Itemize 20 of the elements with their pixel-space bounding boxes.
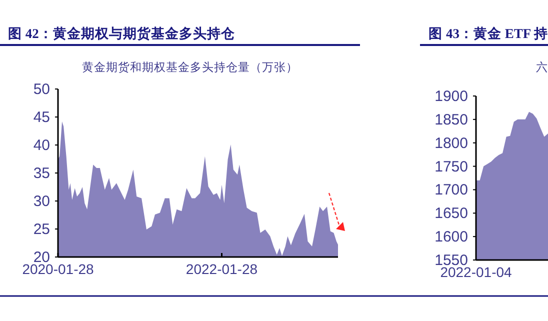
chart-subtitle: 黄金期货和期权基金多头持仓量（万张）	[82, 61, 298, 75]
chart-subtitle: 六	[536, 60, 548, 75]
y-tick-label: 1700	[434, 182, 468, 199]
y-tick-label: 30	[33, 193, 50, 210]
y-tick-label: 35	[33, 165, 50, 182]
y-tick-label: 1650	[434, 205, 468, 222]
y-tick-label: 25	[33, 221, 50, 238]
y-tick-label: 1600	[434, 228, 468, 246]
chart-title: 图 43：黄金 ETF 持	[428, 26, 548, 41]
y-tick-label: 1800	[434, 134, 468, 152]
y-tick-label: 1850	[434, 111, 468, 128]
y-tick-label: 40	[33, 137, 50, 154]
text: 2022-01-04	[440, 264, 512, 280]
x-tick-label: 2020-01-28	[22, 261, 94, 277]
y-tick-label: 45	[33, 109, 50, 126]
chart-title: 图 42：黄金期权与期货基金多头持仓	[8, 26, 236, 41]
y-tick-label: 1900	[434, 88, 468, 105]
y-tick-label: 50	[33, 81, 50, 98]
x-tick-label: 2022-01-28	[186, 261, 258, 277]
y-tick-label: 1750	[434, 158, 468, 176]
